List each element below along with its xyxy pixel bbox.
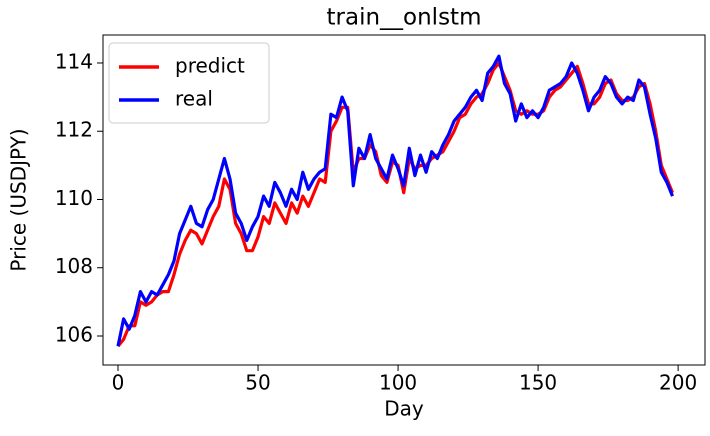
y-axis-label: Price (USDJPY) [7,128,31,271]
y-tick-label: 114 [55,49,93,73]
x-tick-label: 0 [112,371,125,395]
line-series [116,54,674,347]
x-axis-label: Day [384,397,424,421]
y-tick-label: 110 [55,186,93,210]
chart-title: train__onlstm [327,5,482,31]
legend-label: predict [175,54,245,78]
legend-box [108,42,270,124]
legend-label: real [175,87,213,111]
plot-frame [102,34,706,366]
x-tick-label: 50 [245,371,270,395]
y-tick-label: 108 [55,254,93,278]
y-tick-label: 112 [55,118,93,142]
y-tick-label: 106 [55,322,93,346]
x-tick-label: 150 [519,371,557,395]
x-tick-label: 100 [379,371,417,395]
x-tick-label: 200 [659,371,697,395]
